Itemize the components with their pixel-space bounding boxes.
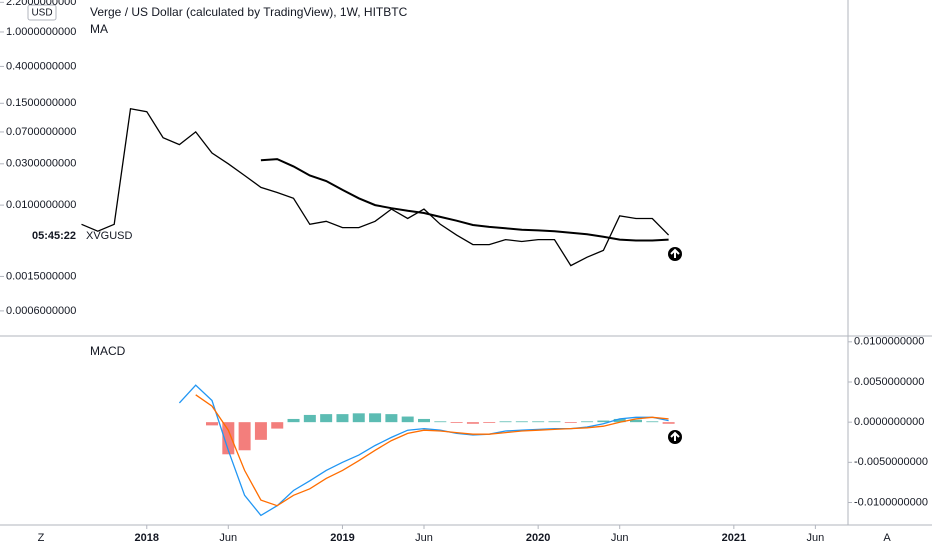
arrow-icon[interactable] (668, 430, 682, 444)
histogram-bar (287, 418, 300, 423)
histogram-bar (662, 422, 675, 424)
series-line (195, 394, 669, 507)
histogram-bar (548, 421, 561, 423)
x-tick-label: 2019 (330, 532, 354, 544)
histogram-bar (369, 413, 382, 423)
histogram-bar (483, 422, 496, 423)
y-tick-label: 0.0100000000 (6, 199, 76, 211)
x-tick-label: 2020 (526, 532, 550, 544)
countdown-box (26, 229, 84, 243)
y-tick-label: -0.0050000000 (854, 456, 928, 468)
series-line (178, 384, 669, 517)
histogram-bar (336, 414, 349, 423)
y-tick-label: 0.0006000000 (6, 305, 76, 317)
chart-title: Verge / US Dollar (calculated by Trading… (90, 5, 408, 19)
x-tick-label: Jun (415, 532, 433, 544)
histogram-bar (450, 422, 463, 423)
histogram-bar (271, 422, 284, 429)
histogram-bar (238, 422, 251, 451)
histogram-bar (434, 421, 447, 423)
y-tick-label: 0.0300000000 (6, 158, 76, 170)
histogram-bar (418, 418, 430, 423)
y-tick-label: -0.0100000000 (854, 496, 928, 508)
histogram-bar (320, 414, 333, 423)
histogram-bar (303, 414, 316, 423)
y-tick-label: 0.4000000000 (6, 60, 76, 72)
series-line (260, 158, 669, 242)
symbol-label: XVGUSD (86, 230, 133, 242)
histogram-bar (532, 421, 545, 423)
histogram-bar (613, 418, 626, 423)
x-tick-label: Jun (219, 532, 237, 544)
histogram-bar (222, 422, 235, 455)
histogram-bar (597, 420, 610, 423)
arrow-icon[interactable] (668, 247, 682, 261)
histogram-bar (581, 421, 594, 423)
y-tick-label: 0.1500000000 (6, 97, 76, 109)
histogram-bar (254, 422, 267, 440)
histogram-bar (352, 413, 365, 423)
histogram-bar (401, 416, 414, 423)
x-tick-label: Jun (807, 532, 825, 544)
histogram-bar (466, 422, 479, 424)
macd-label: MACD (90, 344, 126, 358)
histogram-bar (630, 419, 642, 423)
series-line (81, 107, 670, 267)
currency-box (27, 4, 57, 21)
y-tick-label: 0.0700000000 (6, 126, 76, 138)
y-tick-label: 0.0015000000 (6, 270, 76, 282)
y-tick-label: 2.2000000000 (6, 0, 76, 8)
y-tick-label: 0.0050000000 (854, 376, 924, 388)
histogram-bar (385, 414, 398, 423)
histogram-bar (206, 422, 218, 426)
y-tick-label: 0.0000000000 (854, 416, 924, 428)
x-tick-label: Jun (611, 532, 629, 544)
y-tick-label: 1.0000000000 (6, 26, 76, 38)
histogram-bar (515, 421, 528, 423)
button-right[interactable]: A (883, 532, 891, 544)
histogram-bar (646, 421, 659, 423)
countdown: 05:45:22 (32, 230, 76, 242)
histogram-bar (564, 422, 577, 423)
ma-label: MA (90, 22, 108, 36)
histogram-bar (499, 421, 512, 423)
x-tick-label: 2018 (135, 532, 159, 544)
y-tick-label: 0.0100000000 (854, 336, 924, 348)
currency: USD (31, 8, 52, 19)
button-left[interactable]: Z (38, 532, 45, 544)
x-tick-label: 2021 (722, 532, 746, 544)
